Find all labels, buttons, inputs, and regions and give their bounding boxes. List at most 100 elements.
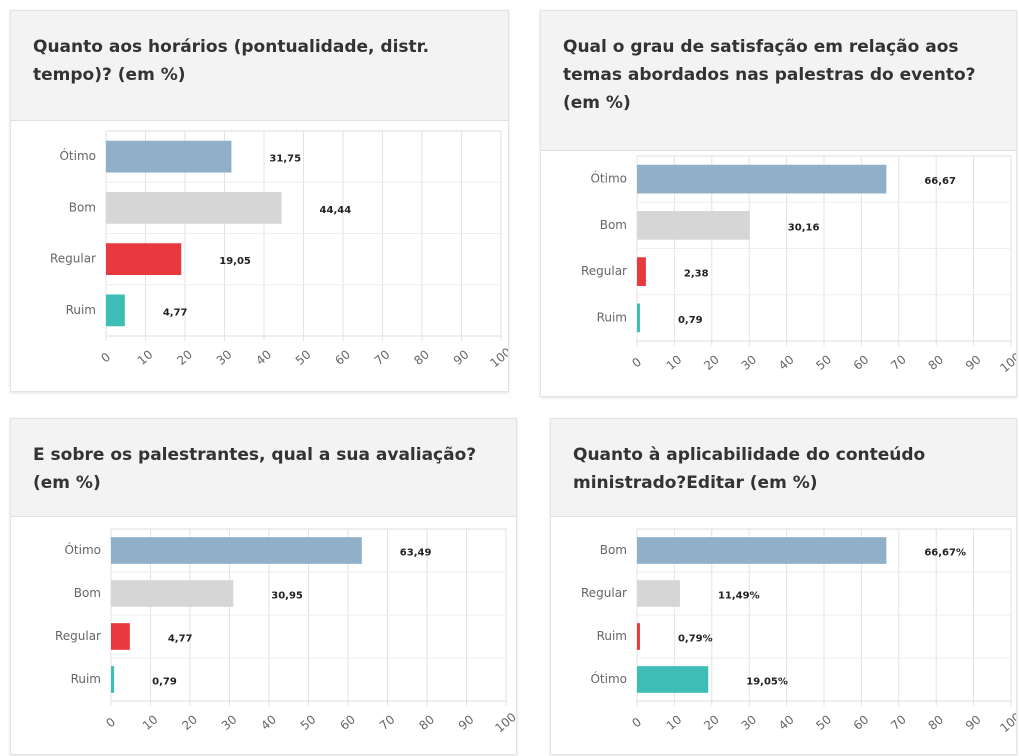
x-tick-label: 50 xyxy=(293,347,314,368)
x-tick-label: 70 xyxy=(372,347,393,368)
value-label: 19,05% xyxy=(746,677,788,688)
value-label: 4,77 xyxy=(163,307,188,318)
x-tick-label: 50 xyxy=(298,712,319,733)
bar xyxy=(637,257,646,286)
chart: 0 10 20 30 40 50 60 70 80 90 100 Ótimo 31,75 Bom 44,44… xyxy=(50,130,508,370)
chart-title: Quanto aos horários (pontualidade, distr… xyxy=(11,11,508,121)
value-label: 66,67 xyxy=(924,176,956,187)
bar xyxy=(637,303,640,333)
x-tick-label: 0 xyxy=(629,355,644,371)
x-tick-label: 90 xyxy=(963,712,984,733)
value-label: 2,38 xyxy=(684,269,709,280)
y-tick-label: Ótimo xyxy=(64,542,101,557)
y-tick-label: Bom xyxy=(600,543,627,557)
chart-title: Qual o grau de satisfação em relação aos… xyxy=(541,11,1016,151)
y-tick-label: Regular xyxy=(50,252,96,266)
y-tick-label: Regular xyxy=(55,629,101,643)
chart-panel: 0 10 20 30 40 50 60 70 80 90 100 Bom 66,67% Regular 11… xyxy=(550,418,1017,755)
x-tick-label: 20 xyxy=(701,712,722,733)
y-tick-label: Bom xyxy=(69,200,96,214)
x-tick-label: 0 xyxy=(629,715,644,731)
x-tick-label: 100 xyxy=(487,345,508,370)
chart-title: E sobre os palestrantes, qual a sua aval… xyxy=(11,419,516,517)
chart-title: Quanto à aplicabilidade do conteúdo mini… xyxy=(551,419,1016,517)
x-tick-label: 40 xyxy=(776,712,797,733)
x-tick-label: 100 xyxy=(492,710,516,735)
chart-panel: 0 10 20 30 40 50 60 70 80 90 100 Ótimo 66,67 Bom 30,16… xyxy=(540,10,1017,397)
x-tick-label: 50 xyxy=(813,712,834,733)
y-tick-label: Ruim xyxy=(597,310,627,324)
x-tick-label: 40 xyxy=(253,347,274,368)
y-tick-label: Ruim xyxy=(597,629,627,643)
value-label: 63,49 xyxy=(400,548,432,559)
y-tick-label: Ruim xyxy=(71,672,101,686)
y-tick-label: Regular xyxy=(581,586,627,600)
y-tick-label: Bom xyxy=(600,218,627,232)
bar xyxy=(106,140,232,173)
x-tick-label: 60 xyxy=(851,352,872,373)
value-label: 11,49% xyxy=(718,591,760,602)
bar xyxy=(106,243,182,276)
bar xyxy=(111,580,234,607)
chart-panel: 0 10 20 30 40 50 60 70 80 90 100 Ótimo 63,49 Bom 30,95… xyxy=(10,418,517,755)
bar xyxy=(637,580,680,607)
value-label: 30,16 xyxy=(788,222,820,233)
x-tick-label: 100 xyxy=(997,350,1016,375)
x-tick-label: 40 xyxy=(776,352,797,373)
bar xyxy=(106,191,282,224)
value-label: 0,79 xyxy=(678,315,703,326)
x-tick-label: 30 xyxy=(739,712,760,733)
x-tick-label: 90 xyxy=(456,712,477,733)
value-label: 19,05 xyxy=(219,256,251,267)
chart: 0 10 20 30 40 50 60 70 80 90 100 Ótimo 66,67 Bom 30,16… xyxy=(581,155,1016,375)
x-tick-label: 30 xyxy=(739,352,760,373)
x-tick-label: 60 xyxy=(851,712,872,733)
bar xyxy=(637,211,750,240)
x-tick-label: 100 xyxy=(997,710,1016,735)
x-tick-label: 60 xyxy=(332,347,353,368)
x-tick-label: 20 xyxy=(179,712,200,733)
x-tick-label: 70 xyxy=(888,712,909,733)
x-tick-label: 0 xyxy=(98,350,113,366)
x-tick-label: 90 xyxy=(451,347,472,368)
value-label: 31,75 xyxy=(269,154,301,165)
bar xyxy=(111,537,362,564)
y-tick-label: Bom xyxy=(74,586,101,600)
x-tick-label: 80 xyxy=(926,712,947,733)
x-tick-label: 10 xyxy=(140,712,161,733)
value-label: 44,44 xyxy=(320,205,352,216)
x-tick-label: 30 xyxy=(219,712,240,733)
x-tick-label: 20 xyxy=(701,352,722,373)
x-tick-label: 40 xyxy=(258,712,279,733)
x-tick-label: 50 xyxy=(813,352,834,373)
bar xyxy=(637,666,709,693)
value-label: 4,77 xyxy=(168,634,193,645)
bar xyxy=(637,164,887,194)
x-tick-label: 20 xyxy=(174,347,195,368)
chart: 0 10 20 30 40 50 60 70 80 90 100 Ótimo 63,49 Bom 30,95… xyxy=(55,528,516,735)
bar xyxy=(111,666,115,693)
bar xyxy=(637,537,887,564)
y-tick-label: Ótimo xyxy=(590,171,627,186)
x-tick-label: 80 xyxy=(926,352,947,373)
value-label: 0,79% xyxy=(678,634,713,645)
x-tick-label: 60 xyxy=(337,712,358,733)
value-label: 66,67% xyxy=(924,548,966,559)
x-tick-label: 10 xyxy=(135,347,156,368)
x-tick-label: 70 xyxy=(888,352,909,373)
bar xyxy=(637,623,640,650)
x-tick-label: 30 xyxy=(214,347,235,368)
x-tick-label: 0 xyxy=(103,715,118,731)
chart: 0 10 20 30 40 50 60 70 80 90 100 Bom 66,67% Regular 11… xyxy=(581,528,1016,735)
bar xyxy=(106,294,125,327)
y-tick-label: Ótimo xyxy=(590,671,627,686)
x-tick-label: 10 xyxy=(664,712,685,733)
value-label: 30,95 xyxy=(271,591,303,602)
y-tick-label: Ótimo xyxy=(59,148,96,163)
y-tick-label: Ruim xyxy=(66,303,96,317)
x-tick-label: 90 xyxy=(963,352,984,373)
x-tick-label: 70 xyxy=(377,712,398,733)
chart-panel: 0 10 20 30 40 50 60 70 80 90 100 Ótimo 31,75 Bom 44,44… xyxy=(10,10,509,392)
x-tick-label: 80 xyxy=(416,712,437,733)
